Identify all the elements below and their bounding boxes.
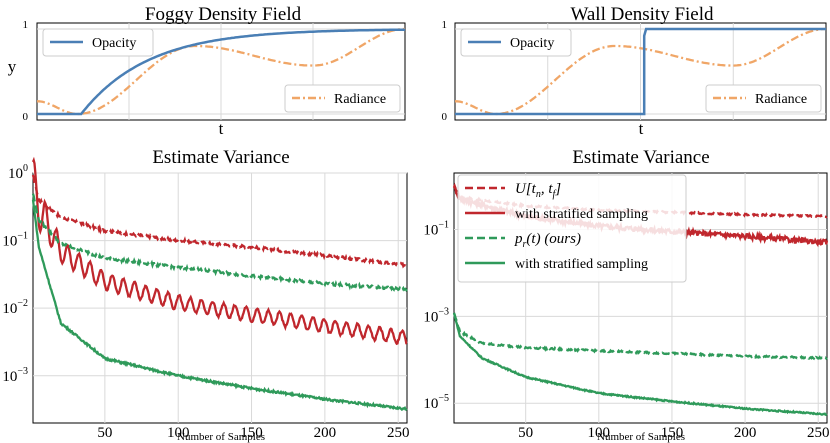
var-wall-ytick-2: 10−5 bbox=[423, 393, 449, 412]
wall-legend-radiance-label: Radiance bbox=[755, 92, 807, 107]
var-foggy-xtick-3: 200 bbox=[314, 425, 337, 441]
var-foggy-xtick-1: 100 bbox=[167, 425, 190, 441]
var-foggy-series-2 bbox=[31, 193, 408, 294]
wall-title: Wall Density Field bbox=[570, 4, 714, 25]
var-foggy-series-3 bbox=[31, 199, 408, 412]
legend-u-strat-label: with stratified sampling bbox=[515, 207, 648, 222]
wall-radiance-line bbox=[455, 27, 826, 116]
var-wall-ytick-1: 10−3 bbox=[423, 306, 449, 325]
var-foggy-ytick-0: 100 bbox=[8, 163, 28, 182]
panel-foggy: Foggy Density Field 1 0 y t Opacity Radi… bbox=[8, 4, 406, 138]
var-wall-legend: U[tn, tf] with stratified sampling pr(t)… bbox=[457, 174, 687, 283]
var-wall-xtick-4: 250 bbox=[807, 425, 830, 441]
foggy-legend-opacity-label: Opacity bbox=[92, 36, 136, 51]
wall-ytick-1: 1 bbox=[442, 19, 448, 31]
foggy-xlabel: t bbox=[219, 119, 224, 138]
foggy-legend-radiance: Radiance bbox=[284, 84, 401, 113]
var-wall-xtick-1: 100 bbox=[588, 425, 611, 441]
legend-p-label: pr(t) (ours) bbox=[514, 231, 581, 250]
foggy-opacity-line bbox=[37, 28, 405, 116]
foggy-legend-radiance-label: Radiance bbox=[334, 92, 386, 107]
var-foggy-frame bbox=[32, 172, 408, 424]
var-wall-series-2 bbox=[452, 312, 828, 362]
legend-u-label: U[tn, tf] bbox=[515, 181, 561, 200]
var-wall-xtick-3: 200 bbox=[734, 425, 757, 441]
var-foggy-xtick-0: 50 bbox=[97, 425, 112, 441]
var-wall-ytick-0: 10−1 bbox=[423, 219, 449, 238]
foggy-ytick-1: 1 bbox=[23, 19, 29, 31]
wall-xlabel: t bbox=[639, 119, 644, 138]
wall-ytick-0: 0 bbox=[442, 111, 448, 123]
panel-var-wall: Estimate Variance 10−1 10−3 10−5 50 100 150 2… bbox=[423, 147, 829, 443]
legend-p-strat-label: with stratified sampling bbox=[515, 257, 648, 272]
var-wall-frame bbox=[453, 172, 828, 424]
var-foggy-series-0 bbox=[31, 174, 408, 269]
var-foggy-xlabel: Number of Samples bbox=[177, 431, 265, 443]
wall-legend-opacity-label: Opacity bbox=[510, 36, 554, 51]
wall-legend-opacity: Opacity bbox=[460, 28, 572, 57]
var-foggy-ytick-1: 10−1 bbox=[2, 231, 28, 250]
wall-legend-radiance: Radiance bbox=[705, 84, 822, 113]
panel-wall: Wall Density Field 1 0 t Opacity Radianc… bbox=[442, 4, 827, 138]
foggy-ylabel: y bbox=[8, 57, 17, 76]
foggy-title: Foggy Density Field bbox=[145, 4, 302, 25]
var-foggy-title: Estimate Variance bbox=[152, 147, 289, 168]
var-wall-series-3 bbox=[452, 312, 828, 417]
foggy-radiance-line bbox=[37, 27, 405, 116]
panel-var-foggy: Estimate Variance 100 10−1 10−2 10−3 50 100 1… bbox=[2, 147, 409, 443]
var-wall-title: Estimate Variance bbox=[572, 147, 709, 168]
var-foggy-xtick-4: 250 bbox=[387, 425, 410, 441]
var-foggy-xtick-2: 150 bbox=[240, 425, 263, 441]
var-foggy-series-1 bbox=[31, 156, 408, 346]
foggy-legend-opacity: Opacity bbox=[42, 28, 154, 57]
var-wall-xtick-2: 150 bbox=[661, 425, 684, 441]
foggy-ytick-0: 0 bbox=[23, 111, 29, 123]
var-wall-xlabel: Number of Samples bbox=[597, 431, 685, 443]
var-foggy-ytick-3: 10−3 bbox=[2, 366, 28, 385]
wall-opacity-line bbox=[455, 27, 826, 116]
var-foggy-ytick-2: 10−2 bbox=[2, 298, 28, 317]
var-wall-xtick-0: 50 bbox=[518, 425, 533, 441]
